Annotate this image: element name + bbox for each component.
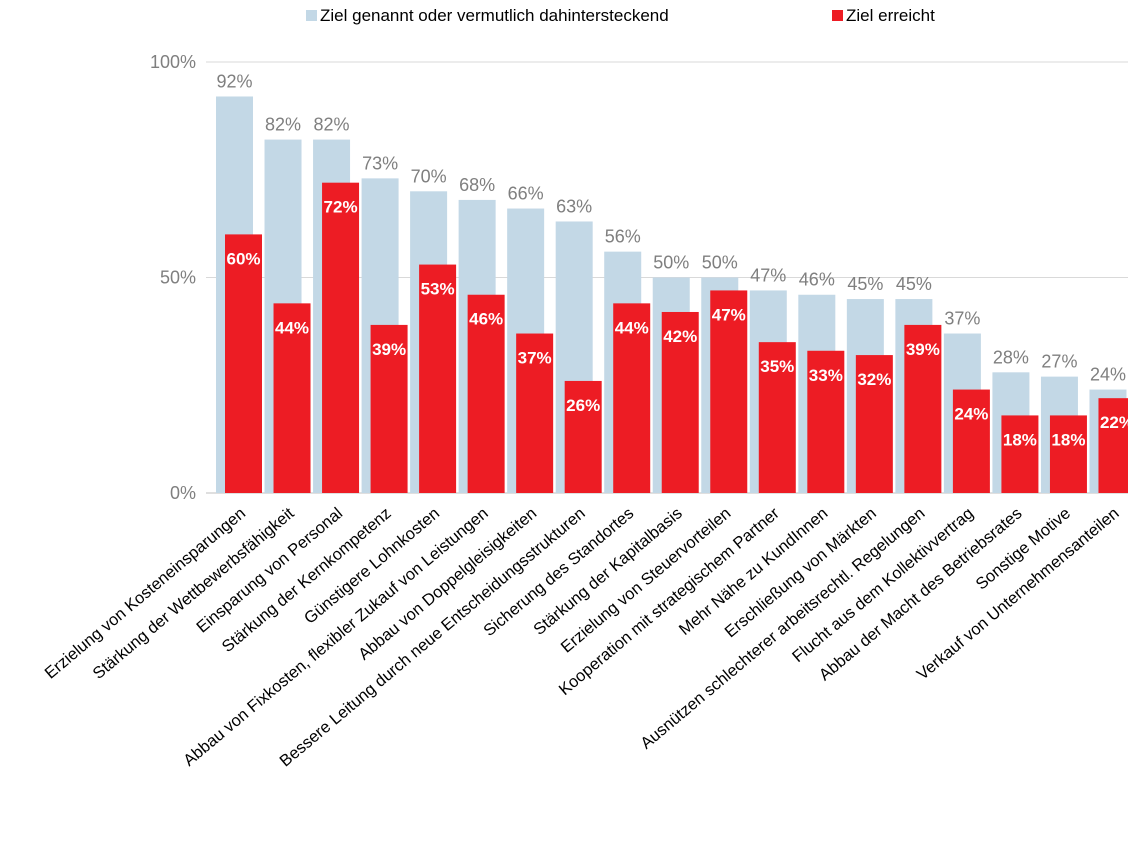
data-label-ziel-genannt: 45% <box>896 274 932 294</box>
data-label-ziel-erreicht: 46% <box>469 310 503 329</box>
bar-ziel-erreicht <box>467 294 505 493</box>
category-labels: Erzielung von KosteneinsparungenStärkung… <box>41 504 1122 770</box>
bar-ziel-erreicht <box>564 380 602 493</box>
data-label-ziel-erreicht: 44% <box>275 318 309 337</box>
data-label-ziel-erreicht: 72% <box>324 198 358 217</box>
bar-ziel-erreicht <box>370 324 408 493</box>
data-label-ziel-erreicht: 42% <box>663 327 697 346</box>
data-label-ziel-erreicht: 44% <box>615 318 649 337</box>
category-label: Stärkung der Wettbewerbsfähigkeit <box>90 504 298 683</box>
legend-swatch-ziel-genannt <box>306 10 317 21</box>
data-label-ziel-genannt: 73% <box>362 153 398 173</box>
y-tick-label: 100% <box>150 52 196 72</box>
bar-ziel-erreicht <box>225 234 262 493</box>
data-label-ziel-erreicht: 24% <box>954 405 988 424</box>
data-label-ziel-genannt: 82% <box>265 115 301 135</box>
bar-ziel-erreicht <box>322 182 360 493</box>
data-label-ziel-erreicht: 39% <box>372 340 406 359</box>
data-label-ziel-erreicht: 53% <box>421 280 455 299</box>
data-label-ziel-erreicht: 26% <box>566 396 600 415</box>
bar-ziel-erreicht <box>855 355 893 493</box>
bar-ziel-erreicht <box>1049 415 1087 493</box>
bar-ziel-erreicht <box>613 303 651 493</box>
data-label-ziel-erreicht: 47% <box>712 305 746 324</box>
data-label-ziel-erreicht: 18% <box>1051 430 1085 449</box>
data-label-ziel-genannt: 50% <box>653 253 689 273</box>
data-label-ziel-genannt: 28% <box>993 347 1029 367</box>
data-label-ziel-erreicht: 32% <box>857 370 891 389</box>
data-label-ziel-genannt: 47% <box>750 265 786 285</box>
legend-label-ziel-genannt: Ziel genannt oder vermutlich dahinterste… <box>320 6 669 25</box>
data-label-ziel-erreicht: 22% <box>1100 413 1128 432</box>
data-labels: 92% 60% 82% 44% 82% 72% 73% 39% 70% 53% 68% 46% 66% 3… <box>216 71 1128 449</box>
data-label-ziel-erreicht: 37% <box>518 349 552 368</box>
legend-swatch-ziel-erreicht <box>832 10 843 21</box>
data-label-ziel-erreicht: 39% <box>906 340 940 359</box>
y-axis-ticks: 0% 50% 100% <box>150 52 196 503</box>
data-label-ziel-genannt: 66% <box>508 184 544 204</box>
data-label-ziel-genannt: 56% <box>605 227 641 247</box>
data-label-ziel-genannt: 70% <box>411 166 447 186</box>
y-tick-label: 50% <box>160 268 196 288</box>
category-label: Erzielung von Kosteneinsparungen <box>41 504 249 682</box>
legend-label-ziel-erreicht: Ziel erreicht <box>846 6 935 25</box>
data-label-ziel-genannt: 82% <box>314 115 350 135</box>
bar-ziel-erreicht <box>1001 415 1039 493</box>
data-label-ziel-erreicht: 18% <box>1003 430 1037 449</box>
bars <box>216 96 1128 494</box>
data-label-ziel-genannt: 68% <box>459 175 495 195</box>
data-label-ziel-genannt: 63% <box>556 196 592 216</box>
bar-ziel-erreicht <box>710 290 748 493</box>
data-label-ziel-genannt: 24% <box>1090 365 1126 385</box>
data-label-ziel-genannt: 45% <box>847 274 883 294</box>
bar-ziel-erreicht <box>952 389 990 493</box>
data-label-ziel-genannt: 92% <box>216 71 252 91</box>
bar-ziel-erreicht <box>904 324 942 493</box>
bar-ziel-erreicht <box>1098 398 1128 493</box>
data-label-ziel-erreicht: 60% <box>226 249 260 268</box>
category-label: Abbau von Doppelgleisigkeiten <box>355 504 540 663</box>
bar-ziel-erreicht <box>807 350 845 493</box>
data-label-ziel-genannt: 46% <box>799 270 835 290</box>
bar-ziel-erreicht <box>758 342 796 493</box>
data-label-ziel-genannt: 27% <box>1041 352 1077 372</box>
bar-ziel-erreicht <box>661 311 699 493</box>
data-label-ziel-erreicht: 33% <box>809 366 843 385</box>
data-label-ziel-genannt: 37% <box>944 309 980 329</box>
y-tick-label: 0% <box>170 483 196 503</box>
bar-ziel-erreicht <box>273 303 311 493</box>
data-label-ziel-genannt: 50% <box>702 253 738 273</box>
bar-ziel-erreicht <box>516 333 554 493</box>
bar-ziel-erreicht <box>419 264 457 493</box>
data-label-ziel-erreicht: 35% <box>760 357 794 376</box>
legend: Ziel genannt oder vermutlich dahinterste… <box>306 6 935 25</box>
